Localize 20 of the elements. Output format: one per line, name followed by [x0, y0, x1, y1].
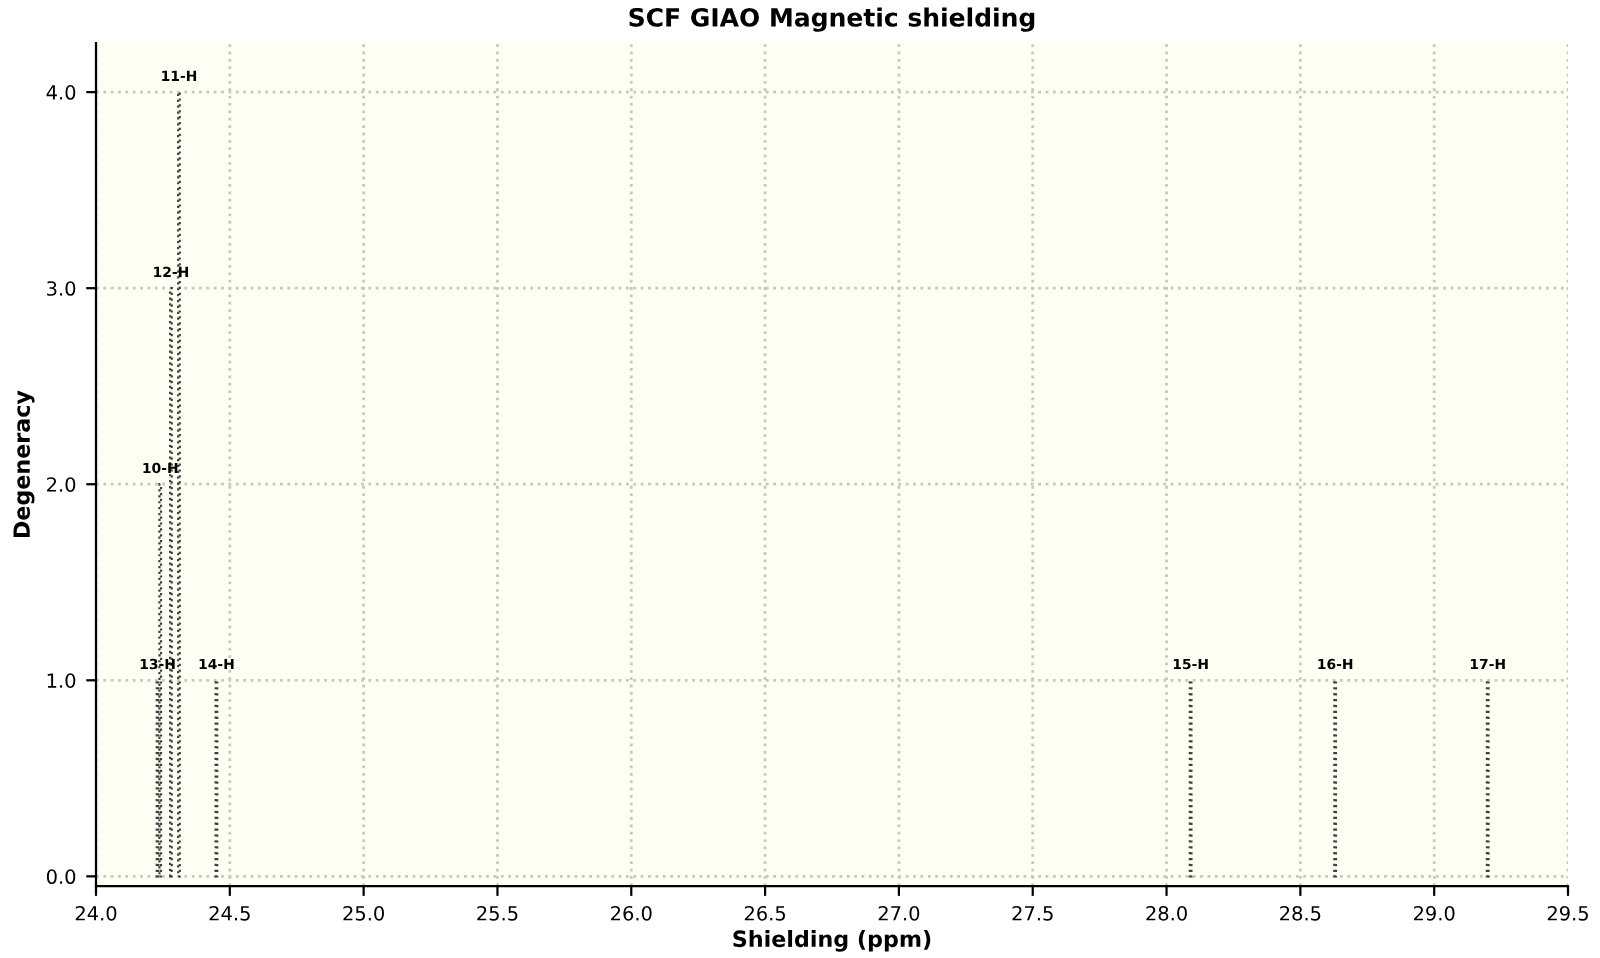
y-tick-label: 3.0	[47, 281, 76, 296]
x-tick-label: 25.0	[343, 905, 384, 921]
y-tick-label: 0.0	[46, 869, 76, 885]
x-tick-label: 27.0	[878, 905, 920, 921]
x-tick-label: 24.5	[209, 905, 250, 921]
x-axis-title: Shielding (ppm)	[733, 929, 931, 952]
x-tick-label: 26.0	[611, 905, 652, 921]
x-tick-label: 26.5	[744, 905, 786, 921]
x-tick-label: 28.0	[1146, 905, 1187, 921]
y-tick-label: 4.0	[46, 85, 76, 100]
x-tick-label: 25.5	[477, 905, 518, 921]
y-tick-label: 2.0	[47, 477, 76, 492]
y-tick-label: 1.0	[47, 673, 76, 688]
x-tick-label: 29.5	[1547, 905, 1588, 921]
x-tick-label: 24.0	[75, 905, 117, 921]
chart-title: SCF GIAO Magnetic shielding	[629, 7, 1035, 32]
x-tick-label: 29.0	[1413, 905, 1455, 921]
x-tick-label: 27.5	[1012, 905, 1053, 921]
y-axis-title: Degeneracy	[13, 390, 35, 538]
x-tick-label: 28.5	[1280, 905, 1321, 921]
